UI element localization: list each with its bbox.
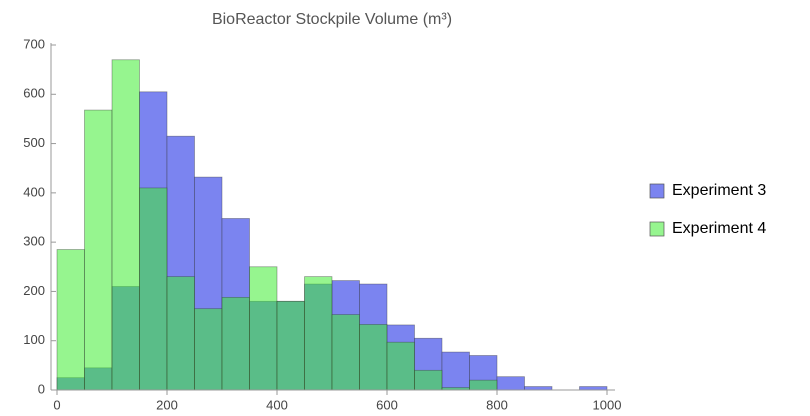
y-tick-label: 600 [23,86,45,101]
x-tick-label: 600 [376,397,398,412]
x-tick-label: 1000 [593,397,622,412]
y-tick-label: 100 [23,332,45,347]
legend-swatch [649,221,665,237]
bar [386,341,415,391]
x-tick-label: 400 [266,397,288,412]
bar [524,386,553,391]
bar [249,266,278,391]
x-tick-label: 800 [486,397,508,412]
legend-label: Experiment 4 [672,220,766,237]
bar [496,376,525,391]
bar [221,296,250,391]
x-tick-label: 200 [156,397,178,412]
bar [304,276,333,391]
chart-title: BioReactor Stockpile Volume (m³) [212,11,452,28]
bar [194,308,223,391]
legend-label: Experiment 3 [672,182,766,199]
bar [166,276,195,391]
bar [359,324,388,391]
bar [414,369,443,391]
y-tick-label: 300 [23,234,45,249]
bar [276,300,305,391]
x-tick-label: 0 [53,397,60,412]
bar [441,351,470,391]
bar [579,386,608,391]
y-tick-label: 200 [23,283,45,298]
bar [56,249,85,391]
y-tick-label: 400 [23,184,45,199]
bar [139,187,168,391]
bar [331,314,360,391]
bar [469,379,498,391]
y-tick-label: 0 [38,381,45,396]
bar [111,59,140,391]
y-tick-label: 700 [23,36,45,51]
y-tick-label: 500 [23,135,45,150]
bar [84,109,113,391]
legend-swatch [649,183,665,199]
